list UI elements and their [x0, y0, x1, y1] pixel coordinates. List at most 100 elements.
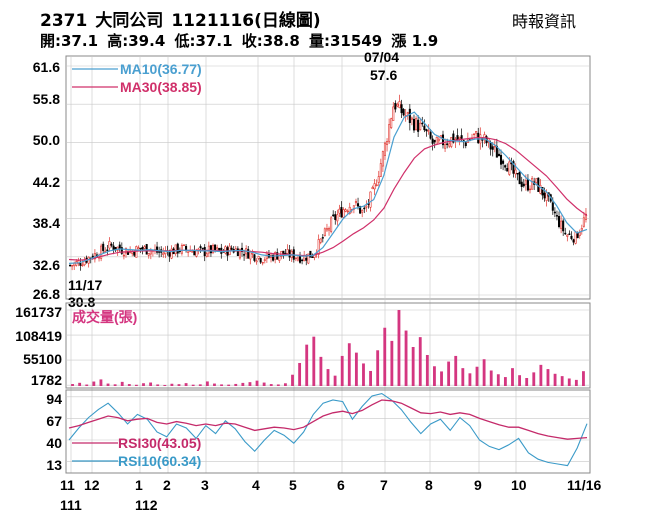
candle-body — [294, 257, 297, 259]
candle-body — [141, 246, 144, 250]
candle-body — [332, 214, 335, 217]
volume-bar — [312, 336, 316, 386]
candle-body — [576, 233, 579, 239]
candle-body — [122, 254, 125, 257]
candle-body — [211, 245, 215, 253]
candle-body — [502, 160, 505, 164]
candle-body — [541, 186, 544, 196]
candle-body — [452, 133, 455, 143]
volume-bar — [532, 372, 536, 386]
x-year-label: 112 — [135, 497, 158, 513]
candle-body — [187, 251, 190, 253]
x-year-label: 111 — [60, 497, 82, 513]
price-frame — [65, 55, 591, 300]
candle-body — [568, 233, 571, 235]
volume-bar — [262, 382, 266, 386]
candle-body — [390, 118, 393, 128]
rsi10-line — [68, 393, 588, 467]
candle-body — [574, 231, 577, 244]
candle-body — [427, 130, 430, 132]
candle-body — [437, 138, 440, 142]
rsi-tick: 94 — [46, 391, 62, 407]
chart-title: 2371 大同公司 1121116(日線圖) — [40, 6, 329, 31]
candle-body — [348, 206, 351, 214]
ohlc-summary: 開:37.1 高:39.4 低:37.1 收:38.8 量:31549 漲 1.… — [40, 30, 442, 51]
candle-body — [398, 101, 401, 109]
rsi-frame — [65, 389, 591, 474]
candle-body — [475, 131, 478, 134]
volume-bar — [468, 373, 472, 386]
candle-body — [247, 249, 250, 259]
candle-body — [553, 211, 556, 214]
candle-body — [216, 247, 219, 250]
volume-bar — [177, 384, 181, 386]
ma10-line — [68, 111, 588, 264]
volume-bar — [291, 374, 294, 386]
volume-bar — [539, 364, 543, 386]
volume-bar — [418, 337, 422, 386]
candle-body — [535, 178, 538, 183]
candle-body — [182, 244, 186, 246]
candle-body — [325, 228, 328, 231]
chart-date: 1121116 — [171, 11, 255, 31]
candle-body — [180, 244, 183, 254]
candle-body — [539, 185, 542, 194]
volume-bar — [234, 383, 238, 386]
volume-bar — [120, 381, 124, 386]
candle-body — [497, 153, 500, 157]
candle-body — [381, 151, 384, 167]
candle-body — [566, 234, 569, 237]
candle-body — [365, 205, 368, 208]
candle-body — [120, 247, 123, 254]
candle-body — [321, 237, 324, 239]
candle-body — [108, 241, 111, 249]
price-panel: 61.6 55.8 50.0 44.2 38.4 32.6 26.8 MA10(… — [33, 49, 591, 473]
candle-body — [419, 122, 422, 130]
volume-bar — [284, 383, 287, 386]
candle-body — [508, 161, 511, 175]
candle-body — [400, 104, 403, 114]
candle-body — [560, 220, 563, 229]
volume-bar — [326, 369, 330, 386]
volume-bar — [184, 383, 188, 386]
candle-body — [512, 161, 515, 174]
candle-body — [423, 125, 426, 131]
volume-bar — [525, 378, 529, 386]
volume-bar — [496, 374, 500, 386]
volume-bar — [241, 382, 245, 386]
volume-bar — [205, 381, 209, 386]
candle-body — [408, 108, 411, 123]
x-tick: 12 — [84, 477, 100, 493]
price-legend: MA10(36.77) MA30(38.85) — [72, 61, 202, 95]
candle-body — [110, 243, 113, 246]
candle-body — [102, 243, 105, 251]
volume-bar — [340, 355, 344, 386]
candle-body — [162, 252, 165, 256]
candle-body — [344, 209, 347, 212]
close-value: 收:38.8 — [241, 32, 300, 50]
candle-body — [139, 247, 142, 250]
candle-body — [253, 254, 256, 261]
x-tick: 6 — [337, 477, 345, 493]
candle-body — [491, 146, 494, 150]
volume-bar — [127, 384, 131, 386]
candle-body — [375, 184, 378, 186]
candle-body — [143, 246, 146, 249]
candle-body — [363, 207, 366, 210]
volume-bar — [404, 330, 408, 386]
volume-bar — [227, 384, 231, 386]
volume-bar — [447, 361, 451, 386]
candle-body — [263, 259, 266, 261]
candle-body — [531, 178, 534, 190]
rsi-gridlines — [66, 396, 590, 462]
candle-body — [402, 109, 405, 116]
change-value: 漲 1.9 — [391, 32, 439, 50]
candle-body — [207, 245, 210, 254]
ma30-line — [68, 137, 588, 261]
candle-body — [379, 163, 382, 177]
ma30-legend-label: MA30(38.85) — [120, 79, 202, 95]
candle-body — [203, 247, 206, 257]
volume-panel: 161737 108419 55100 1782 成交量(張) — [15, 302, 591, 389]
candle-body — [377, 176, 380, 183]
